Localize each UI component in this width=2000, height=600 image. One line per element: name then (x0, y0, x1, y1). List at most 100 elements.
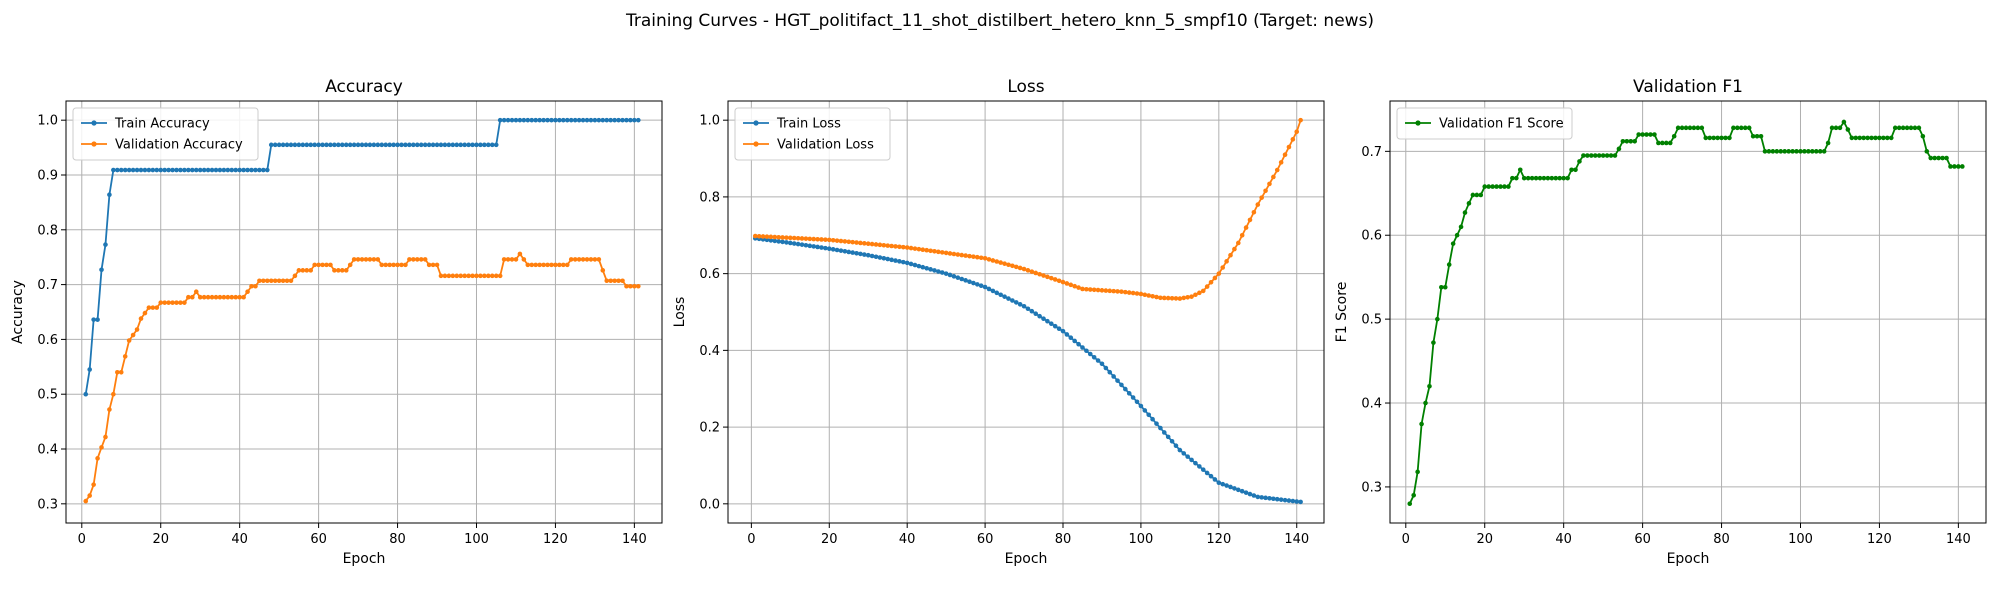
data-point (190, 167, 195, 173)
data-point (580, 117, 586, 123)
data-point (1612, 153, 1618, 158)
data-point (1754, 133, 1760, 139)
data-point (414, 257, 420, 262)
data-point (387, 262, 392, 268)
data-point (1735, 125, 1740, 131)
data-point (201, 167, 207, 173)
data-point (1087, 287, 1093, 292)
data-point (182, 167, 187, 173)
data-point (308, 142, 314, 148)
data-point (107, 192, 112, 198)
data-point (170, 300, 175, 305)
data-point (998, 292, 1003, 298)
data-point (268, 278, 274, 284)
data-point (134, 167, 140, 173)
data-point (557, 262, 562, 268)
data-point (959, 252, 965, 258)
data-point (916, 263, 922, 269)
data-point (826, 246, 832, 251)
data-point (111, 167, 116, 173)
data-point (873, 254, 879, 260)
data-point (233, 167, 239, 173)
data-point (284, 142, 290, 148)
data-point (1197, 464, 1202, 469)
data-point (1286, 498, 1292, 503)
data-point (154, 305, 160, 310)
x-tick-label: 20 (1476, 532, 1493, 547)
data-point (324, 262, 329, 268)
x-tick-label: 20 (152, 532, 169, 547)
data-point (83, 498, 89, 504)
loss-gridlines (728, 101, 1324, 523)
validation-f1-axes-frame (1389, 100, 1987, 524)
data-point (1798, 149, 1803, 154)
data-point (1920, 133, 1926, 139)
data-point (497, 273, 503, 279)
data-point (764, 234, 770, 239)
data-point (399, 262, 404, 268)
data-point (1774, 149, 1780, 154)
data-point (470, 273, 475, 279)
data-point (889, 257, 894, 263)
data-point (371, 142, 377, 148)
data-point (118, 167, 124, 173)
data-point (975, 282, 980, 287)
x-tick-label: 80 (1055, 532, 1072, 547)
data-point (967, 279, 972, 284)
data-point (351, 142, 357, 148)
data-point (249, 283, 254, 289)
data-point (1794, 149, 1799, 154)
data-point (438, 142, 444, 148)
data-point (936, 249, 941, 255)
accuracy-subplot: Accuracy Epoch Accuracy 0 20 40 60 80 100 120 1… (10, 77, 663, 567)
data-point (324, 142, 329, 148)
data-point (462, 273, 467, 279)
data-point (1243, 225, 1249, 230)
data-point (332, 268, 337, 273)
data-point (1189, 457, 1194, 463)
data-point (1620, 138, 1626, 144)
data-point (1286, 144, 1292, 150)
figure-suptitle: Training Curves - HGT_politifact_11_shot… (625, 11, 1374, 31)
data-point (1282, 497, 1288, 503)
accuracy-ylabel: Accuracy (10, 280, 26, 344)
data-point (608, 278, 613, 284)
data-point (1013, 264, 1019, 270)
data-point (233, 294, 239, 300)
data-point (1517, 167, 1523, 173)
data-point (1482, 184, 1488, 189)
data-point (509, 117, 515, 123)
data-point (865, 241, 871, 247)
data-point (359, 257, 365, 262)
data-point (1154, 421, 1159, 426)
data-point (826, 237, 832, 243)
data-point (154, 167, 160, 173)
accuracy-series-1 (83, 251, 641, 504)
data-point (1636, 132, 1641, 137)
data-point (568, 117, 574, 123)
data-point (1119, 289, 1124, 294)
data-point (600, 117, 606, 123)
data-point (799, 242, 805, 247)
data-point (1243, 490, 1249, 495)
data-point (1173, 296, 1179, 301)
data-point (1924, 149, 1930, 154)
data-point (1220, 265, 1226, 270)
data-point (442, 142, 448, 148)
x-tick-label: 140 (622, 532, 647, 547)
x-tick-label: 80 (1713, 532, 1730, 547)
data-point (328, 142, 333, 148)
data-point (1150, 293, 1155, 299)
data-point (963, 278, 968, 283)
data-point (332, 142, 337, 148)
data-point (1002, 294, 1007, 299)
data-point (284, 278, 290, 284)
data-point (1450, 241, 1456, 246)
data-point (881, 255, 887, 261)
x-tick-label: 140 (1946, 532, 1971, 547)
data-point (1900, 125, 1906, 131)
data-point (379, 142, 385, 148)
data-point (1045, 318, 1050, 324)
data-point (1087, 351, 1093, 357)
data-point (932, 249, 937, 254)
